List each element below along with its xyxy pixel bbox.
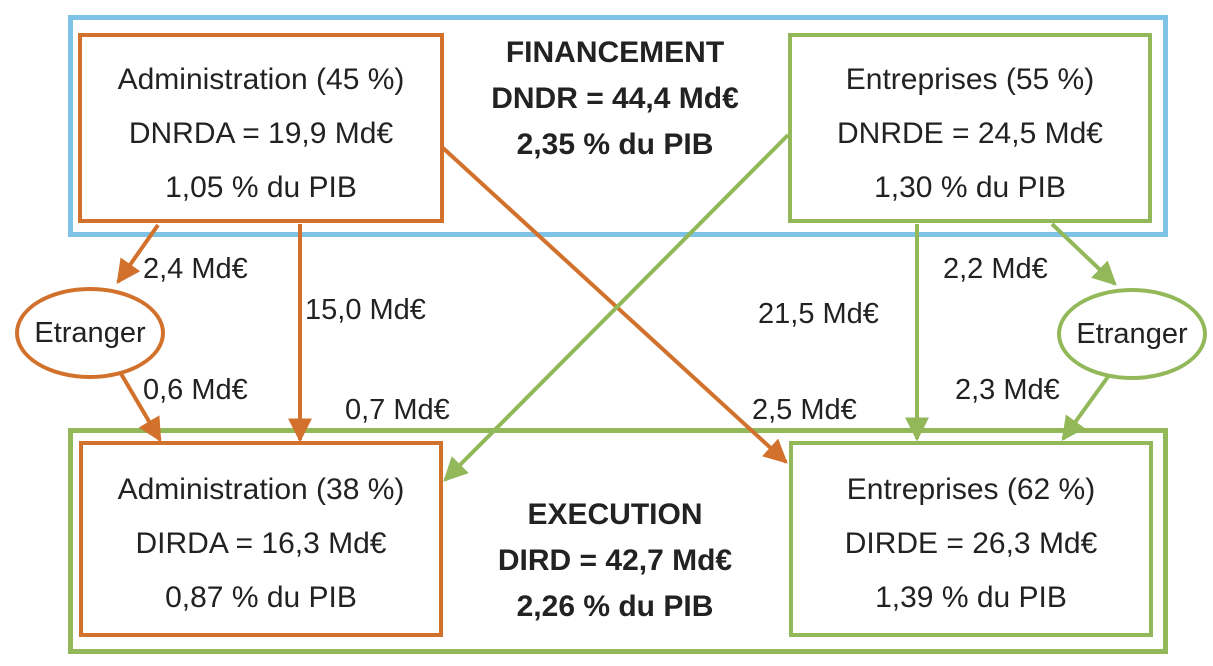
arrow-admin-to-ent bbox=[441, 146, 788, 464]
arrow-ent-to-etranger bbox=[1050, 222, 1117, 286]
flow-label-admin-to-ent: 2,5 Md€ bbox=[752, 394, 857, 426]
flow-label-ent-to-etranger: 2,2 Md€ bbox=[943, 253, 1048, 285]
execution-frame bbox=[68, 428, 1168, 654]
etranger-left-label: Etranger bbox=[34, 316, 146, 349]
execution-entreprises-amount: DIRDE = 26,3 Md€ bbox=[844, 527, 1098, 560]
flow-label-ent-to-admin: 0,7 Md€ bbox=[345, 394, 450, 426]
arrow-admin-to-etranger bbox=[116, 223, 160, 284]
financement-entreprises-pib: 1,30 % du PIB bbox=[874, 171, 1066, 204]
execution-entreprises-title: Entreprises (62 %) bbox=[846, 473, 1096, 506]
execution-summary: EXECUTION DIRD = 42,7 Md€ 2,26 % du PIB bbox=[450, 492, 780, 630]
execution-entreprises-pib: 1,39 % du PIB bbox=[875, 581, 1067, 614]
financement-summary: FINANCEMENT DNDR = 44,4 Md€ 2,35 % du PI… bbox=[450, 30, 780, 168]
execution-total: DIRD = 42,7 Md€ bbox=[497, 544, 733, 577]
execution-pib: 2,26 % du PIB bbox=[516, 590, 714, 623]
execution-administration-amount: DIRDA = 16,3 Md€ bbox=[135, 527, 387, 560]
arrow-etranger-to-admin bbox=[118, 370, 162, 443]
etranger-right-node: Etranger bbox=[1057, 288, 1207, 380]
flow-label-etranger-to-admin: 0,6 Md€ bbox=[143, 374, 248, 406]
financement-administration-title: Administration (45 %) bbox=[117, 63, 405, 96]
etranger-right-label: Etranger bbox=[1076, 317, 1188, 350]
flow-label-admin-to-etranger: 2,4 Md€ bbox=[143, 253, 248, 285]
flow-label-admin-to-admin: 15,0 Md€ bbox=[305, 294, 426, 326]
financement-entreprises-title: Entreprises (55 %) bbox=[845, 63, 1095, 96]
financement-total: DNDR = 44,4 Md€ bbox=[491, 82, 739, 115]
financement-entreprises-amount: DNRDE = 24,5 Md€ bbox=[837, 117, 1103, 150]
execution-administration-title: Administration (38 %) bbox=[117, 473, 405, 506]
arrow-ent-to-admin bbox=[443, 133, 790, 482]
financement-pib: 2,35 % du PIB bbox=[516, 128, 714, 161]
flow-label-etranger-to-ent: 2,3 Md€ bbox=[955, 374, 1060, 406]
financement-entreprises-box: Entreprises (55 %) DNRDE = 24,5 Md€ 1,30… bbox=[788, 33, 1152, 223]
financement-administration-amount: DNRDA = 19,9 Md€ bbox=[128, 117, 394, 150]
financement-frame bbox=[68, 15, 1168, 237]
financement-administration-pib: 1,05 % du PIB bbox=[165, 171, 357, 204]
flow-label-ent-to-ent: 21,5 Md€ bbox=[758, 298, 879, 330]
etranger-left-node: Etranger bbox=[15, 287, 165, 379]
arrow-etranger-to-ent bbox=[1061, 372, 1112, 441]
execution-entreprises-box: Entreprises (62 %) DIRDE = 26,3 Md€ 1,39… bbox=[789, 441, 1153, 637]
financement-title: FINANCEMENT bbox=[505, 36, 725, 69]
financement-administration-box: Administration (45 %) DNRDA = 19,9 Md€ 1… bbox=[78, 33, 444, 223]
execution-administration-pib: 0,87 % du PIB bbox=[165, 581, 357, 614]
execution-title: EXECUTION bbox=[527, 498, 703, 531]
execution-administration-box: Administration (38 %) DIRDA = 16,3 Md€ 0… bbox=[79, 441, 443, 637]
